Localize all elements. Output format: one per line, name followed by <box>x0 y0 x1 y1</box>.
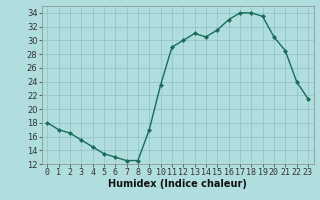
X-axis label: Humidex (Indice chaleur): Humidex (Indice chaleur) <box>108 179 247 189</box>
